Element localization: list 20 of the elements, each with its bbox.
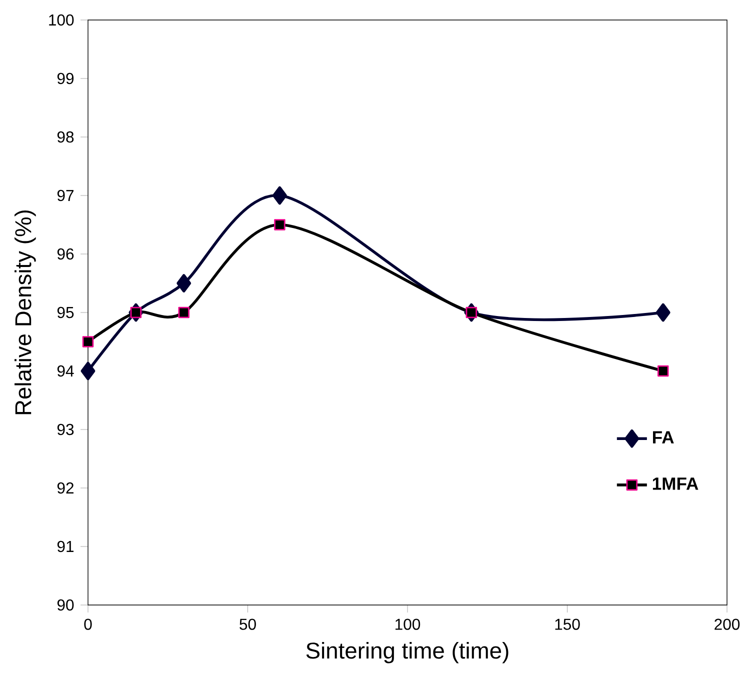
y-tick-label: 99 <box>57 72 74 84</box>
x-tick-label: 200 <box>714 618 740 630</box>
y-tick-label: 95 <box>57 306 74 318</box>
x-tick-label: 50 <box>240 618 256 630</box>
y-tick-label: 94 <box>57 365 74 377</box>
x-tick-label: 0 <box>84 618 92 630</box>
y-tick-label: 91 <box>57 540 74 552</box>
legend-label: 1MFA <box>652 478 698 490</box>
y-tick-label: 98 <box>57 131 74 143</box>
y-tick-label: 90 <box>57 599 74 611</box>
x-tick-label: 150 <box>555 618 580 630</box>
y-axis-title: Relative Density (%) <box>14 210 36 414</box>
legend-label: FA <box>653 431 674 444</box>
x-tick-label: 100 <box>396 618 420 630</box>
y-tick-label: 96 <box>57 248 74 260</box>
y-tick-label: 93 <box>57 424 74 436</box>
y-tick-label: 92 <box>57 482 74 494</box>
x-axis-title: Sintering time (time) <box>306 642 508 664</box>
y-tick-label: 100 <box>49 14 74 26</box>
y-tick-label: 97 <box>57 190 74 202</box>
